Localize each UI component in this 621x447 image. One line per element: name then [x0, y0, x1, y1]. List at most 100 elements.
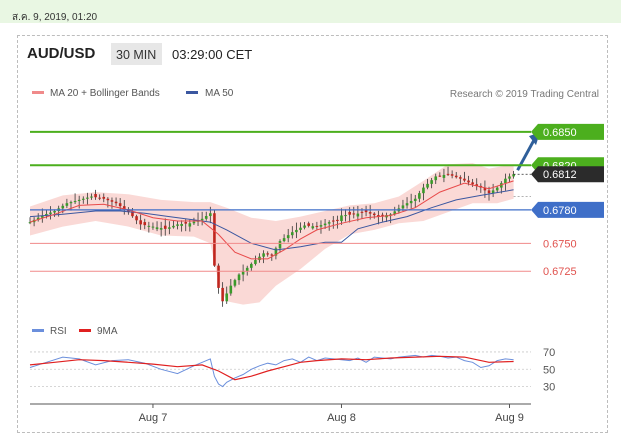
candle-body	[77, 199, 81, 201]
rsi-plot: 70 50 30	[29, 347, 555, 394]
x-tick-label: Aug 8	[327, 412, 356, 424]
candle-body	[45, 213, 48, 216]
x-tick-label: Aug 7	[139, 412, 168, 424]
timeframe-badge	[111, 43, 162, 65]
candle-body	[204, 216, 208, 219]
candle-body	[311, 226, 315, 229]
candle-body	[184, 222, 188, 224]
candle-body	[49, 212, 52, 214]
research-credit: Research © 2019 Trading Central	[450, 89, 599, 100]
candle-body	[512, 174, 515, 177]
candle-body	[139, 220, 142, 225]
candle-body	[442, 174, 446, 178]
candle-body	[254, 260, 257, 264]
chart-frame	[17, 35, 608, 433]
timestamp-bar: ส.ค. 9, 2019, 01:20	[0, 0, 621, 23]
ma20-legend-label: MA 20 + Bollinger Bands	[50, 88, 160, 99]
candle-body	[360, 211, 364, 213]
candle-body	[483, 187, 487, 191]
candle-body	[438, 175, 442, 177]
rsi-tick-label: 50	[543, 364, 555, 376]
candle-body	[159, 228, 163, 230]
time-label: 03:29:00 CET	[172, 47, 252, 62]
candle-body	[94, 194, 97, 198]
level-label-0-6750: 0.6750	[543, 238, 577, 250]
x-axis: Aug 7 Aug 8 Aug 9	[30, 403, 531, 424]
x-tick-label: Aug 9	[495, 412, 524, 424]
candle-body	[241, 271, 245, 275]
rsi-9ma-line	[29, 355, 514, 381]
candle-body	[69, 202, 73, 204]
candle-body	[266, 253, 270, 255]
bollinger-band	[30, 163, 514, 305]
candle-body	[53, 211, 56, 213]
candle-body	[262, 253, 265, 257]
candle-body	[245, 267, 249, 272]
level-label-0-6780: 0.6780	[543, 205, 577, 217]
candle-body	[122, 206, 126, 210]
candle-body	[221, 287, 224, 302]
candle-body	[98, 197, 101, 199]
candle-body	[323, 223, 327, 226]
candle-body	[422, 187, 425, 194]
candle-body	[327, 222, 331, 224]
candle-body	[229, 285, 233, 294]
candle-body	[278, 241, 282, 249]
candle-body	[500, 183, 503, 188]
candle-body	[393, 211, 397, 215]
candle-body	[409, 200, 413, 204]
candle-body	[487, 190, 491, 194]
level-label-0-6850: 0.6850	[543, 127, 577, 139]
timeframe-label: 30 MIN	[116, 48, 156, 62]
ma50-legend-label: MA 50	[205, 88, 234, 99]
candle-body	[28, 222, 32, 224]
candle-body	[217, 265, 220, 288]
rsi-legend-swatch	[32, 329, 44, 332]
candle-body	[508, 176, 511, 179]
candle-body	[286, 235, 290, 239]
candle-body	[250, 263, 253, 268]
candle-body	[131, 212, 134, 217]
candle-body	[430, 180, 433, 184]
candle-body	[405, 203, 409, 206]
candle-body	[36, 217, 40, 220]
candle-body	[188, 223, 192, 227]
candle-body	[352, 213, 356, 215]
ma20-line	[29, 180, 514, 260]
candle-body	[319, 225, 323, 227]
candle-body	[81, 198, 85, 200]
candle-body	[463, 178, 466, 181]
candle-body	[315, 225, 319, 227]
candle-body	[331, 220, 335, 222]
candle-body	[377, 215, 380, 217]
candle-body	[372, 213, 376, 216]
candle-body	[61, 205, 65, 209]
candle-body	[368, 212, 372, 214]
candle-body	[258, 256, 261, 261]
ma50-legend-swatch	[186, 91, 198, 94]
candle-body	[209, 213, 212, 217]
rsi-tick-label: 30	[543, 382, 555, 394]
candle-body	[73, 200, 77, 203]
candle-body	[270, 254, 274, 256]
ma9-legend-swatch	[79, 329, 91, 332]
candle-body	[118, 203, 122, 207]
candle-body	[102, 196, 106, 199]
level-label-0-6725: 0.6725	[543, 266, 577, 278]
candle-body	[213, 213, 216, 266]
candle-body	[364, 210, 368, 213]
level-label-0-6812: 0.6812	[543, 169, 577, 181]
candle-body	[151, 226, 155, 228]
candle-body	[475, 184, 479, 186]
level-tag-0-6780	[531, 201, 604, 218]
candle-body	[340, 215, 343, 222]
ma9-legend-label: 9MA	[97, 326, 118, 337]
candle-body	[434, 176, 438, 181]
candle-body	[106, 198, 110, 201]
candle-body	[274, 248, 278, 256]
candle-body	[143, 222, 147, 226]
candle-body	[389, 214, 392, 216]
candle-body	[467, 180, 470, 183]
candle-body	[233, 280, 237, 286]
